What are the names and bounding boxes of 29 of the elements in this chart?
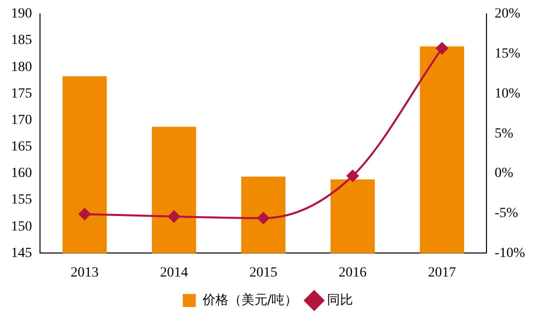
x-tick-label: 2014 — [160, 265, 188, 280]
y2-tick-label: 5% — [494, 126, 514, 142]
y-tick-label: 165 — [11, 140, 32, 155]
legend-label: 价格（美元/吨） — [201, 292, 298, 308]
point — [436, 42, 448, 54]
y-tick-label: 150 — [11, 219, 32, 234]
y-tick-label: 175 — [11, 86, 32, 102]
point — [346, 170, 359, 182]
y2-tick-label: 15% — [494, 46, 521, 62]
y2-tick-label: 0% — [494, 166, 514, 182]
point — [168, 210, 180, 223]
x-tick-label: 2016 — [338, 265, 367, 280]
y-tick-label: 170 — [11, 112, 32, 128]
y2-tick-label: -10% — [494, 246, 526, 261]
x-tick-label: 2015 — [249, 265, 278, 280]
y-tick-label: 190 — [11, 6, 32, 22]
x-tick-label: 2017 — [428, 265, 456, 280]
y2-tick-label: -5% — [494, 206, 518, 222]
y2-tick-label: 20% — [494, 6, 521, 22]
y-tick-label: 155 — [11, 192, 32, 208]
point — [78, 208, 91, 220]
y-tick-label: 185 — [11, 33, 32, 48]
legend-label: 同比 — [327, 292, 354, 308]
y2-tick-label: 10% — [494, 86, 521, 102]
y-tick-label: 145 — [11, 246, 32, 261]
x-tick-label: 2013 — [70, 265, 99, 280]
y-tick-label: 180 — [11, 60, 32, 75]
point — [257, 212, 270, 224]
y-tick-label: 160 — [11, 166, 32, 182]
